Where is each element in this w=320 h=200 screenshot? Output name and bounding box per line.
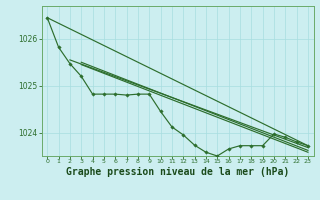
X-axis label: Graphe pression niveau de la mer (hPa): Graphe pression niveau de la mer (hPa) (66, 167, 289, 177)
